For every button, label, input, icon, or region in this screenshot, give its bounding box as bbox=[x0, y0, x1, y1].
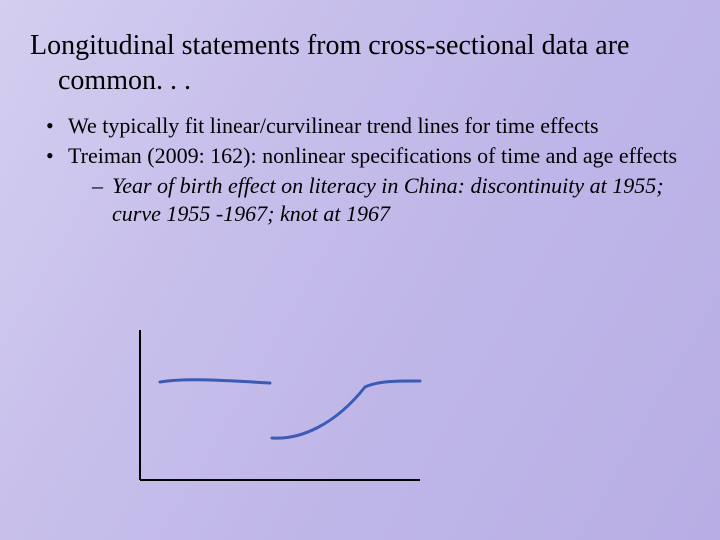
bullet-text: Treiman (2009: 162): nonlinear specifica… bbox=[68, 143, 677, 168]
curve-segment-1 bbox=[160, 380, 270, 383]
bullet-list: We typically fit linear/curvilinear tren… bbox=[30, 112, 690, 229]
title-line-2: common. . . bbox=[30, 65, 191, 96]
bullet-text: We typically fit linear/curvilinear tren… bbox=[68, 113, 599, 138]
title-line-1: Longitudinal statements from cross-secti… bbox=[30, 30, 629, 61]
sub-bullet-text: Year of birth effect on literacy in Chin… bbox=[112, 173, 664, 226]
sub-bullet-item: Year of birth effect on literacy in Chin… bbox=[92, 172, 690, 228]
sub-bullet-list: Year of birth effect on literacy in Chin… bbox=[68, 172, 690, 228]
slide-title: Longitudinal statements from cross-secti… bbox=[30, 28, 690, 98]
bullet-item: We typically fit linear/curvilinear tren… bbox=[46, 112, 690, 140]
literacy-chart bbox=[130, 320, 430, 490]
bullet-item: Treiman (2009: 162): nonlinear specifica… bbox=[46, 142, 690, 228]
curve-segment-2 bbox=[272, 381, 420, 438]
slide-container: Longitudinal statements from cross-secti… bbox=[0, 0, 720, 229]
